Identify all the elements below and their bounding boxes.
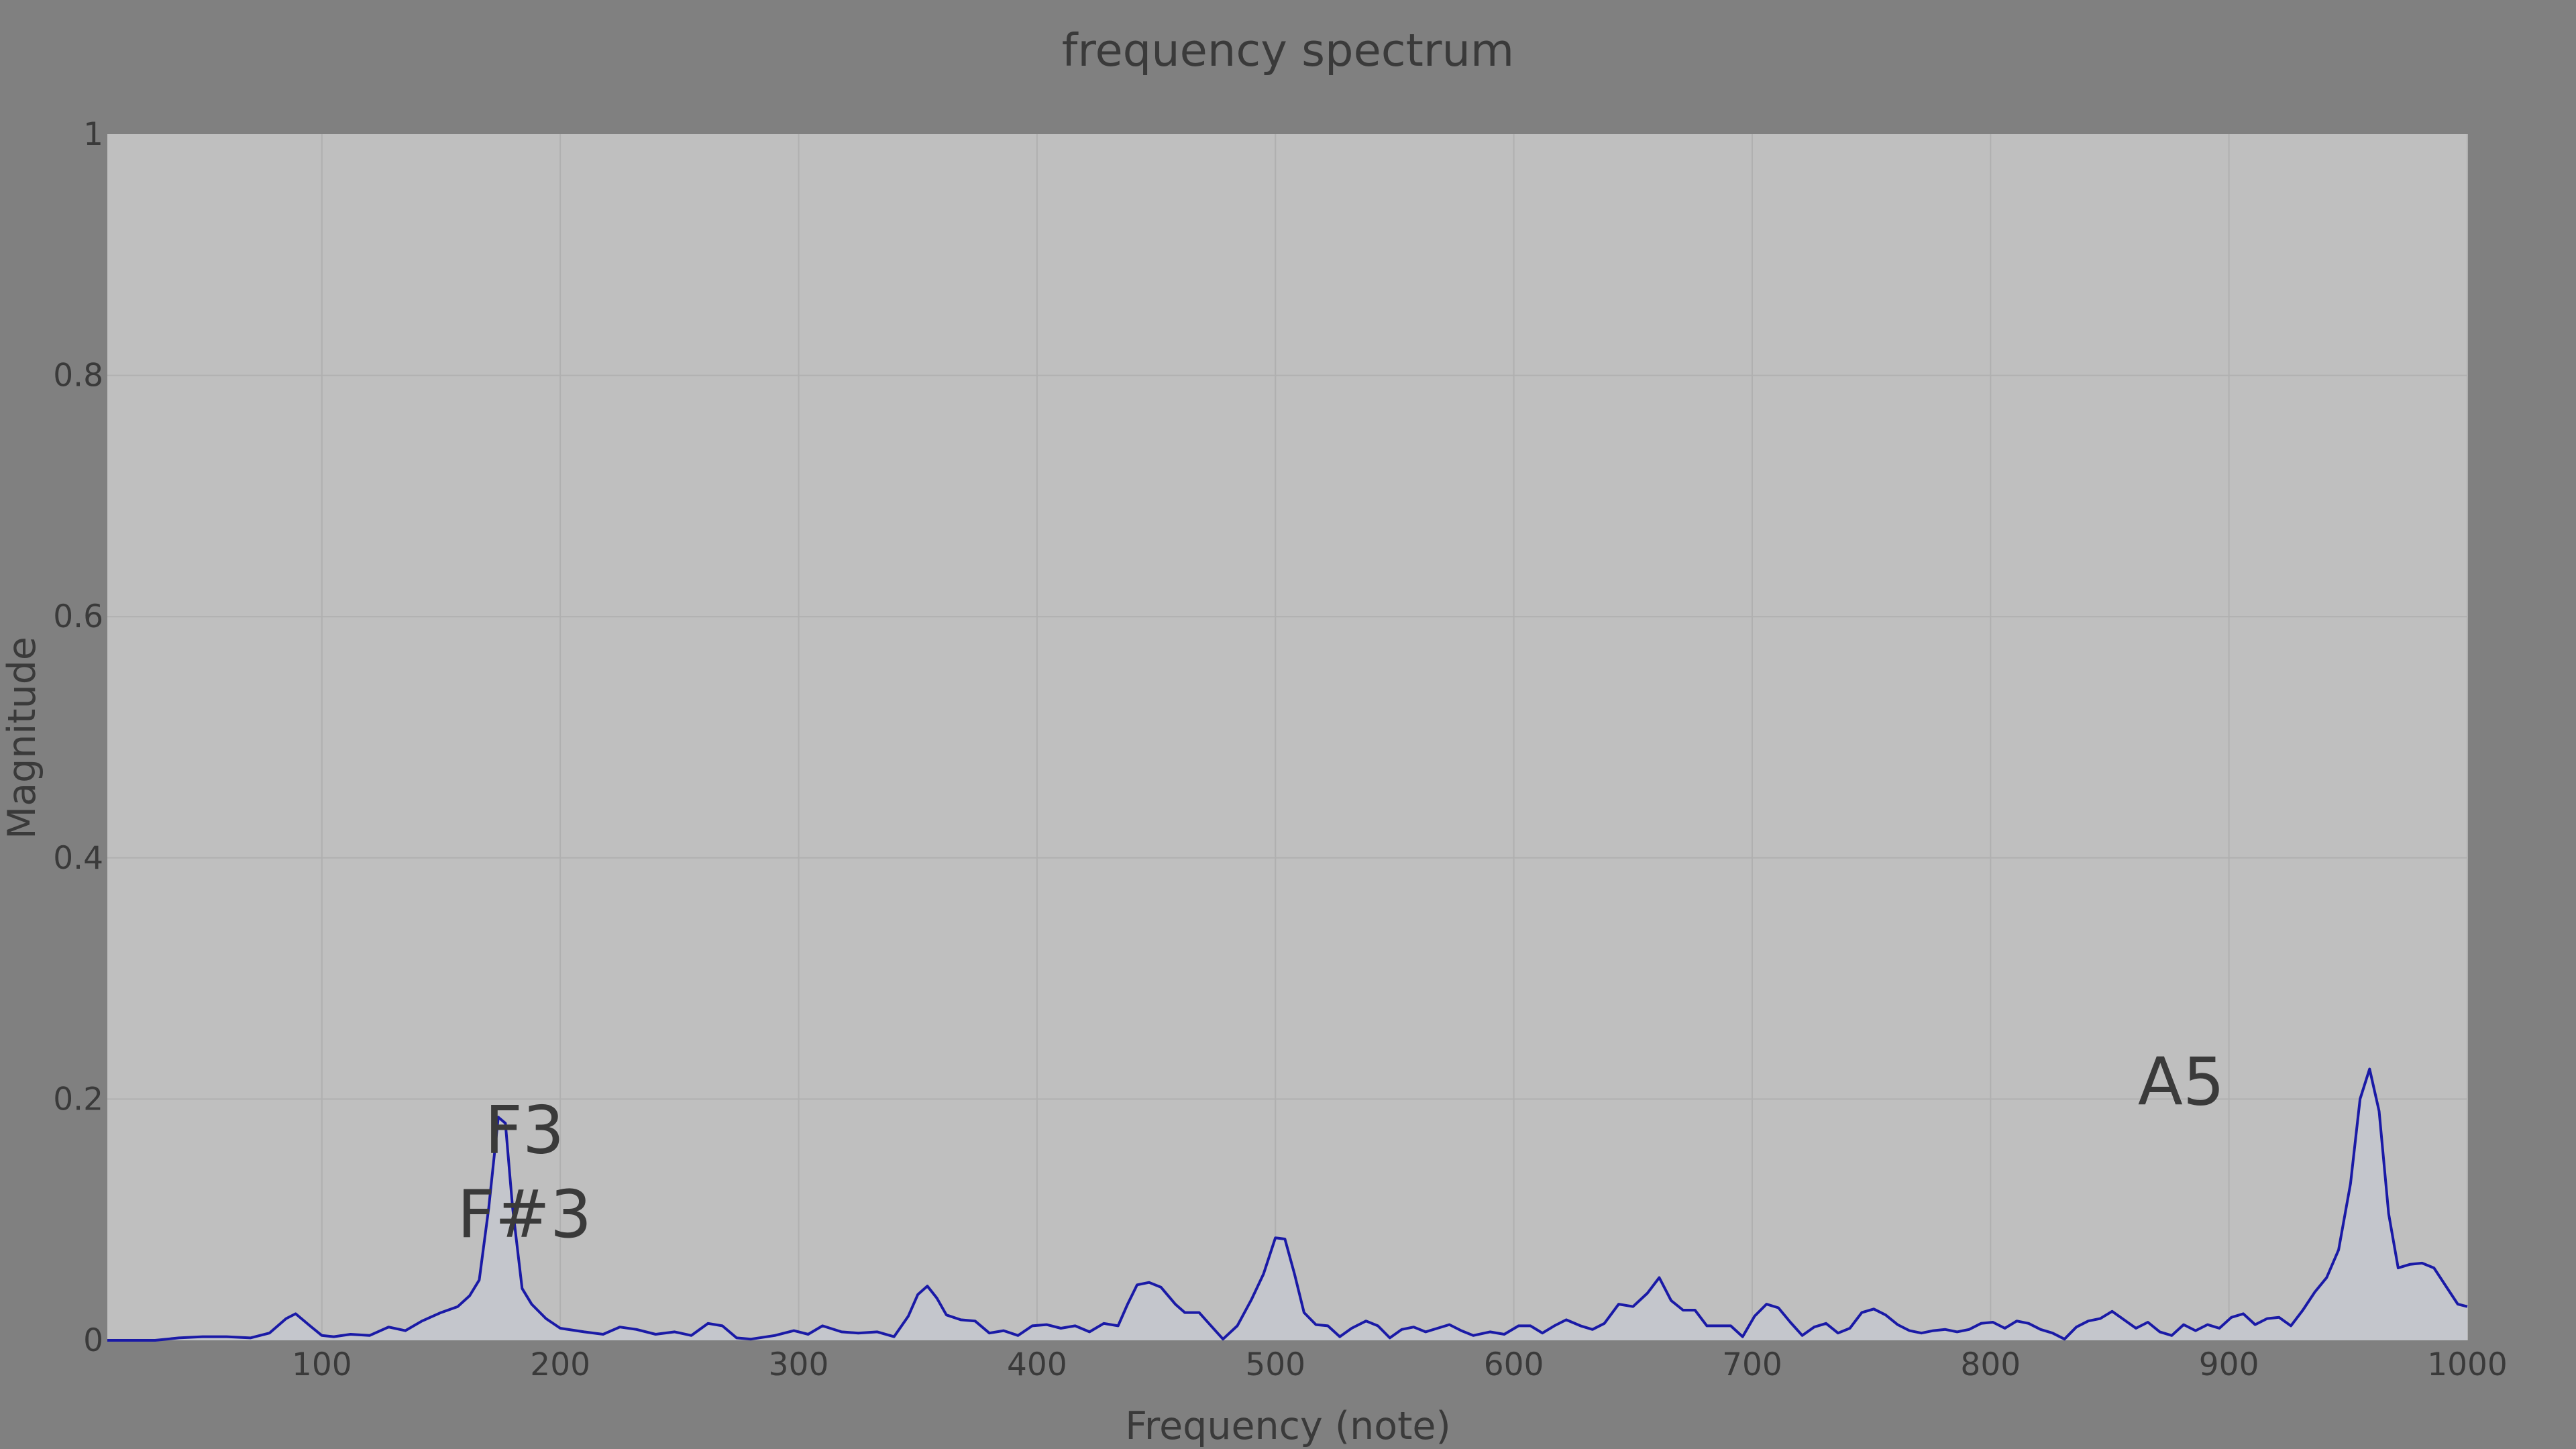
x-tick-label: 800 bbox=[1960, 1346, 2021, 1383]
x-tick-label: 200 bbox=[530, 1346, 590, 1383]
x-tick-label: 500 bbox=[1245, 1346, 1305, 1383]
x-tick-label: 700 bbox=[1722, 1346, 1782, 1383]
x-tick-label: 900 bbox=[2199, 1346, 2259, 1383]
x-axis-label: Frequency (note) bbox=[1125, 1404, 1450, 1448]
peak-annotation: A5 bbox=[2138, 1044, 2224, 1120]
plot-area bbox=[107, 134, 2467, 1340]
y-tick-label: 0.2 bbox=[53, 1081, 103, 1118]
y-tick-label: 0.6 bbox=[53, 598, 103, 635]
peak-annotation: F#3 bbox=[457, 1177, 592, 1253]
y-tick-label: 0.8 bbox=[53, 358, 103, 394]
y-axis-label: Magnitude bbox=[0, 637, 44, 839]
y-tick-label: 0 bbox=[83, 1322, 103, 1359]
x-tick-label: 300 bbox=[769, 1346, 829, 1383]
peak-annotations: F3 F#3 A5 bbox=[457, 1044, 2224, 1253]
x-tick-label: 1000 bbox=[2427, 1346, 2508, 1383]
x-tick-label: 400 bbox=[1007, 1346, 1067, 1383]
y-tick-label: 0.4 bbox=[53, 840, 103, 877]
spectrum-area-fill bbox=[107, 1069, 2467, 1340]
spectrum-line bbox=[107, 1067, 2468, 1342]
x-tick-label: 100 bbox=[292, 1346, 352, 1383]
x-tick-label: 600 bbox=[1484, 1346, 1544, 1383]
grid bbox=[107, 134, 2468, 1340]
chart-title: frequency spectrum bbox=[1062, 24, 1514, 76]
peak-annotation: F3 bbox=[485, 1092, 565, 1169]
y-tick-label: 1 bbox=[83, 116, 103, 153]
axis-ticks: 100 200 300 400 500 600 700 800 900 1000 0 0.2 0.4 0.… bbox=[53, 116, 2508, 1383]
